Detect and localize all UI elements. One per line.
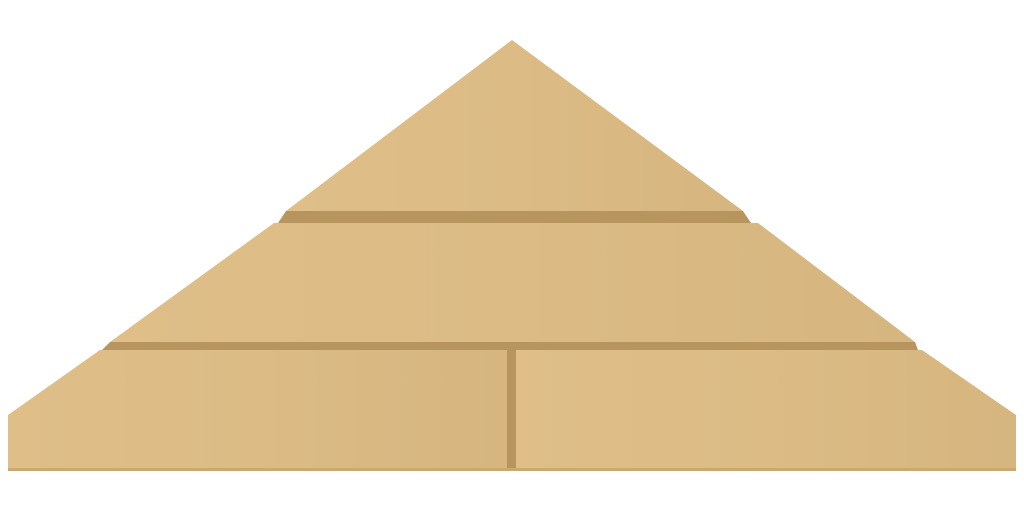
top-tier-seam [278,211,751,223]
middle-tier-block [110,223,915,342]
middle-tier-seam [102,342,918,350]
bottom-tier-right-block [516,350,1016,470]
base-edge [8,468,1016,471]
bottom-tier-vertical-seam [507,350,516,470]
top-tier-block [286,40,743,211]
bottom-tier-left-block [8,350,507,470]
